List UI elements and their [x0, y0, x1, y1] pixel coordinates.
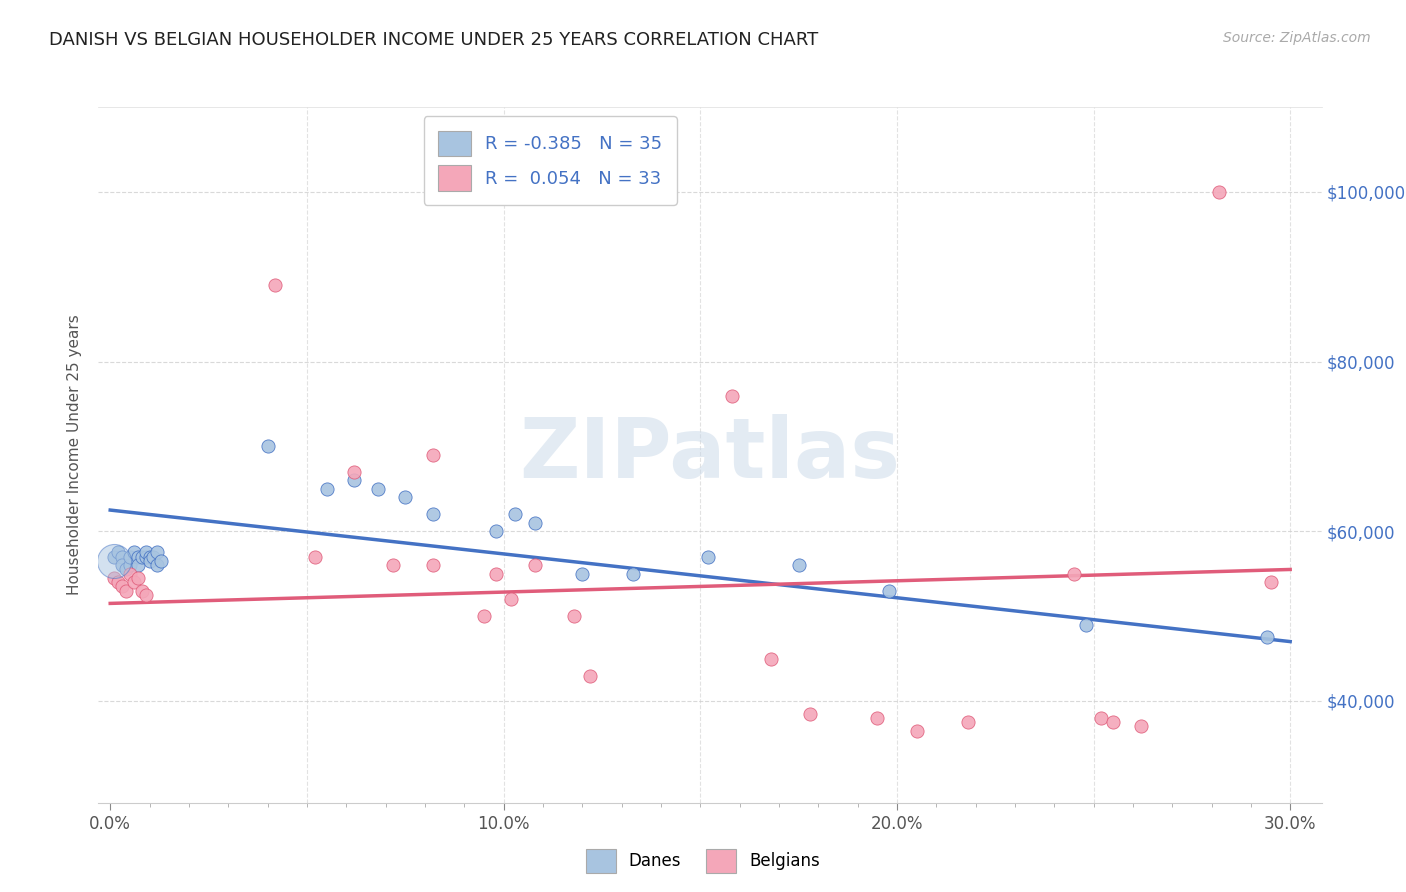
Y-axis label: Householder Income Under 25 years: Householder Income Under 25 years — [67, 315, 83, 595]
Point — [264, 278, 287, 293]
Point — [866, 711, 889, 725]
Text: ZIPatlas: ZIPatlas — [520, 415, 900, 495]
Point — [1074, 617, 1097, 632]
Point — [150, 554, 173, 568]
Text: DANISH VS BELGIAN HOUSEHOLDER INCOME UNDER 25 YEARS CORRELATION CHART: DANISH VS BELGIAN HOUSEHOLDER INCOME UND… — [49, 31, 818, 49]
Point — [422, 448, 444, 462]
Point — [107, 575, 129, 590]
Point — [131, 583, 153, 598]
Point — [1090, 711, 1112, 725]
Point — [422, 558, 444, 573]
Legend: R = -0.385   N = 35, R =  0.054   N = 33: R = -0.385 N = 35, R = 0.054 N = 33 — [423, 116, 676, 205]
Point — [103, 554, 125, 568]
Point — [135, 588, 157, 602]
Point — [562, 609, 585, 624]
Point — [138, 549, 160, 564]
Point — [256, 439, 278, 453]
Point — [1063, 566, 1085, 581]
Point — [524, 558, 547, 573]
Point — [787, 558, 810, 573]
Point — [485, 566, 508, 581]
Point — [877, 583, 900, 598]
Point — [485, 524, 508, 539]
Point — [579, 668, 602, 682]
Point — [122, 575, 145, 590]
Point — [382, 558, 405, 573]
Point — [118, 558, 141, 573]
Point — [142, 549, 165, 564]
Point — [1129, 719, 1152, 733]
Point — [131, 549, 153, 564]
Point — [1260, 575, 1282, 590]
Point — [111, 579, 134, 593]
Point — [127, 558, 149, 573]
Point — [146, 558, 169, 573]
Point — [501, 592, 523, 607]
Point — [111, 558, 134, 573]
Point — [107, 545, 129, 559]
Point — [118, 549, 141, 564]
Point — [315, 482, 337, 496]
Point — [524, 516, 547, 530]
Point — [146, 545, 169, 559]
Point — [343, 474, 366, 488]
Point — [1256, 631, 1278, 645]
Point — [343, 465, 366, 479]
Point — [127, 549, 149, 564]
Point — [135, 545, 157, 559]
Point — [759, 651, 782, 665]
Point — [905, 723, 928, 738]
Point — [1208, 185, 1230, 199]
Point — [367, 482, 389, 496]
Point — [799, 706, 821, 721]
Point — [720, 388, 742, 402]
Point — [103, 571, 125, 585]
Point — [138, 554, 160, 568]
Point — [115, 562, 138, 576]
Point — [304, 549, 326, 564]
Point — [394, 491, 416, 505]
Point — [621, 566, 644, 581]
Point — [118, 566, 141, 581]
Legend: Danes, Belgians: Danes, Belgians — [579, 842, 827, 880]
Point — [111, 549, 134, 564]
Text: Source: ZipAtlas.com: Source: ZipAtlas.com — [1223, 31, 1371, 45]
Point — [956, 715, 979, 730]
Point — [472, 609, 495, 624]
Point — [122, 545, 145, 559]
Point — [505, 508, 527, 522]
Point — [103, 549, 125, 564]
Point — [135, 549, 157, 564]
Point — [697, 549, 720, 564]
Point — [127, 571, 149, 585]
Point — [571, 566, 593, 581]
Point — [115, 583, 138, 598]
Point — [422, 508, 444, 522]
Point — [1102, 715, 1125, 730]
